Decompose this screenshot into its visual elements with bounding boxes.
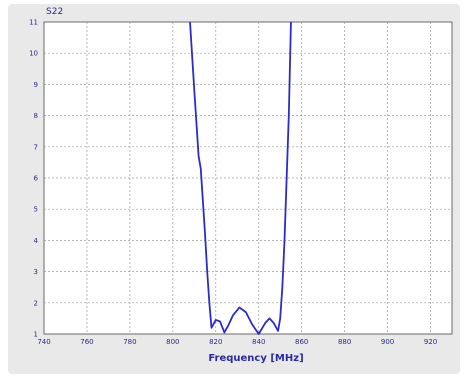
y-tick-label: 8 — [34, 112, 38, 120]
x-tick-labels: 740 760 780 800 820 840 860 880 900 920 — [37, 338, 437, 346]
x-tick-label: 920 — [424, 338, 437, 346]
series-line-s22 — [189, 21, 292, 335]
chart-title: S22 — [46, 7, 63, 17]
x-tick-label: 860 — [295, 338, 308, 346]
x-tick-label: 760 — [80, 338, 93, 346]
y-tick-label: 10 — [29, 50, 38, 58]
y-tick-labels: 1 2 3 4 5 6 7 8 9 10 11 — [29, 19, 38, 339]
y-tick-label: 4 — [34, 237, 39, 245]
y-tick-label: 11 — [29, 19, 38, 27]
x-tick-label: 820 — [209, 338, 222, 346]
x-tick-label: 780 — [123, 338, 136, 346]
y-tick-label: 1 — [34, 331, 38, 339]
y-tick-label: 2 — [34, 299, 38, 307]
x-tick-label: 800 — [166, 338, 179, 346]
x-tick-label: 880 — [338, 338, 351, 346]
y-tick-label: 9 — [34, 81, 38, 89]
y-tick-label: 3 — [34, 268, 38, 276]
y-tick-label: 5 — [34, 206, 38, 214]
y-tick-label: 7 — [34, 143, 38, 151]
series-layer — [189, 21, 292, 335]
x-axis-label: Frequency [MHz] — [208, 353, 303, 364]
y-tick-label: 6 — [34, 175, 39, 183]
grid — [44, 22, 452, 334]
x-tick-label: 840 — [252, 338, 265, 346]
x-tick-label: 740 — [37, 338, 50, 346]
x-tick-label: 900 — [381, 338, 394, 346]
